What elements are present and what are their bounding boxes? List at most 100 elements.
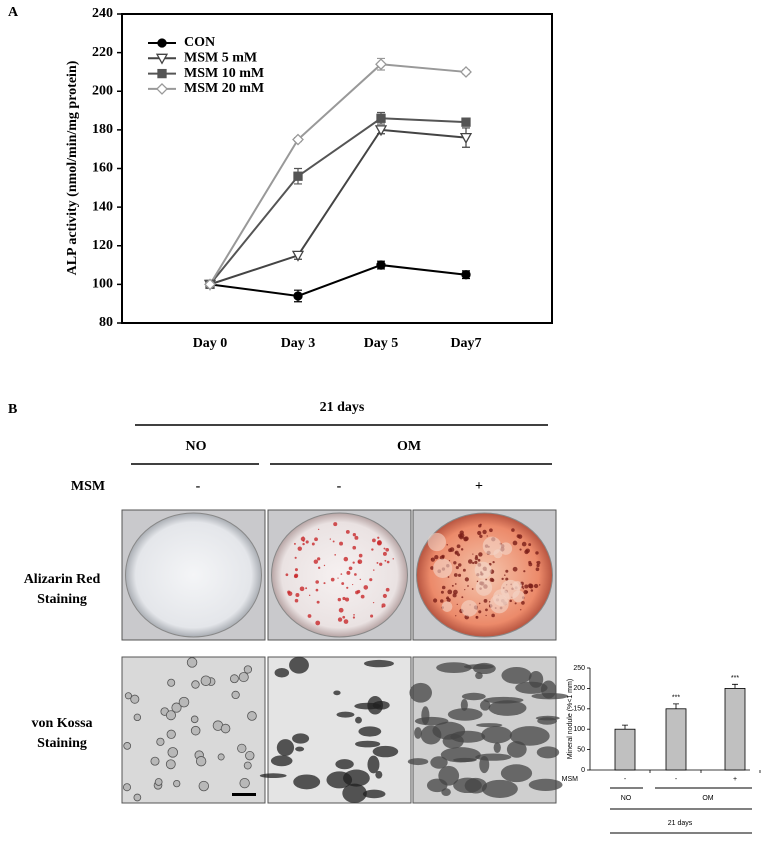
- mineral: [472, 662, 496, 675]
- chart-b: 0 50 100 150 200 250 Mineral nodule (%<1 mm) - -…: [562, 665, 761, 834]
- stain-spot: [343, 556, 349, 562]
- x-tick-label: Day 0: [193, 336, 228, 351]
- cell: [239, 777, 250, 789]
- stain-spot: [342, 615, 346, 619]
- nodule: [492, 589, 510, 607]
- stain-spot: [457, 553, 461, 557]
- mineral: [414, 727, 422, 739]
- stain-spot: [440, 599, 444, 603]
- stain-spot: [501, 577, 504, 581]
- stain-spot: [430, 558, 433, 560]
- stain-spot: [346, 570, 351, 575]
- mineral: [447, 708, 483, 721]
- stain-spot: [345, 529, 350, 534]
- mineral: [481, 779, 518, 798]
- panel-b: B 21 days NO OM MSM - - + Alizarin Red S…: [8, 400, 569, 804]
- mineral: [488, 700, 527, 716]
- stain-spot: [447, 576, 450, 578]
- stain-spot: [504, 574, 506, 576]
- stain-spot: [430, 566, 434, 570]
- marker: [291, 250, 305, 262]
- legend-label: CON: [184, 35, 215, 50]
- stain-spot: [346, 586, 349, 589]
- stain-spot: [464, 577, 469, 582]
- nodule: [427, 532, 447, 552]
- series-line: [209, 63, 467, 285]
- stain-spot: [521, 541, 527, 547]
- mineral: [292, 733, 310, 744]
- x-tick-label: Day7: [450, 336, 481, 351]
- nodule: [512, 590, 525, 603]
- stain-spot: [472, 561, 475, 565]
- mineral: [476, 723, 503, 728]
- stain-spot: [315, 580, 319, 584]
- mineral: [364, 659, 394, 668]
- stain-spot: [337, 597, 342, 602]
- stain-spot: [467, 585, 469, 587]
- stain-spot: [523, 589, 528, 595]
- stain-spot: [459, 530, 464, 535]
- stain-spot: [509, 599, 512, 603]
- mineral: [442, 733, 464, 749]
- stain-spot: [356, 589, 361, 594]
- mineral: [333, 690, 341, 696]
- mineral: [475, 672, 483, 680]
- stain-spot: [462, 568, 466, 572]
- stain-spot: [302, 542, 305, 546]
- stain-spot: [452, 593, 457, 598]
- stain-spot: [475, 555, 478, 558]
- stain-spot: [538, 584, 541, 586]
- msm-sign: -: [196, 479, 201, 494]
- cell: [198, 780, 210, 792]
- stain-spot: [521, 601, 525, 605]
- cell: [247, 711, 257, 721]
- stain-spot: [308, 594, 311, 597]
- stain-spot: [519, 548, 522, 551]
- stain-spot: [363, 585, 369, 590]
- stain-spot: [334, 554, 337, 556]
- stain-spot: [358, 553, 363, 558]
- stain-spot: [491, 613, 495, 618]
- stain-spot: [315, 588, 319, 592]
- stain-spot: [471, 588, 474, 590]
- cell: [243, 665, 253, 674]
- y-tick-label: 50: [577, 746, 585, 753]
- mineral: [414, 716, 449, 726]
- marker: [292, 133, 304, 146]
- mineral: [506, 741, 527, 758]
- stain-spot: [382, 593, 387, 598]
- stain-spot: [472, 553, 474, 555]
- row-label: Staining: [37, 736, 87, 751]
- mineral: [528, 778, 563, 791]
- marker: [375, 58, 387, 71]
- stain-spot: [352, 583, 354, 586]
- mineral: [409, 682, 432, 703]
- dish: [125, 512, 262, 638]
- x-tick-label: Day 5: [364, 336, 399, 351]
- stain-spot: [478, 610, 482, 614]
- legend-label: MSM 10 mM: [184, 66, 264, 81]
- cell: [191, 680, 200, 689]
- stain-spot: [479, 534, 483, 539]
- stain-spot: [456, 603, 458, 605]
- nodule: [512, 581, 522, 591]
- nodule: [461, 600, 478, 617]
- cell: [231, 690, 240, 700]
- stain-spot: [486, 535, 488, 537]
- msm-label: MSM: [71, 479, 105, 494]
- stain-spot: [354, 573, 357, 576]
- mineral: [355, 740, 381, 748]
- y-tick-label: 120: [92, 238, 113, 253]
- stain-spot: [536, 563, 540, 568]
- stain-spot: [446, 543, 448, 546]
- stain-spot: [343, 619, 349, 624]
- significance: ***: [672, 695, 680, 702]
- stain-spot: [530, 589, 534, 592]
- stain-spot: [453, 573, 458, 577]
- stain-spot: [434, 554, 439, 560]
- cell: [124, 692, 132, 700]
- mineral: [367, 755, 380, 774]
- stain-spot: [360, 594, 365, 599]
- mineral: [259, 773, 287, 779]
